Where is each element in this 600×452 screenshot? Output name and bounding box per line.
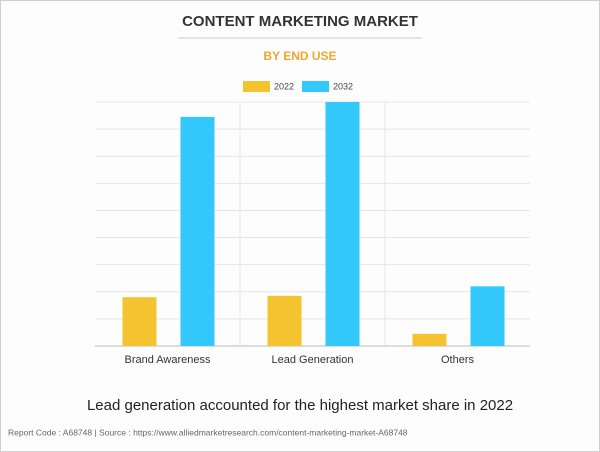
- footer: Report Code : A68748 | Source : https://…: [8, 427, 408, 437]
- bar: [470, 286, 505, 346]
- legend-swatch: [243, 81, 270, 92]
- bar: [180, 116, 215, 347]
- legend-label: 2022: [274, 81, 294, 91]
- chart-title: CONTENT MARKETING MARKET: [182, 13, 418, 30]
- legend-swatch: [302, 81, 329, 92]
- x-tick-label: Others: [441, 354, 475, 366]
- bar: [325, 102, 360, 346]
- x-tick-label: Brand Awareness: [124, 354, 211, 366]
- bar: [412, 333, 447, 346]
- bar: [267, 295, 302, 346]
- caption: Lead generation accounted for the highes…: [87, 397, 513, 414]
- bar: [122, 297, 157, 346]
- chart-subtitle: BY END USE: [263, 49, 336, 63]
- x-tick-label: Lead Generation: [272, 354, 354, 366]
- legend-label: 2032: [333, 81, 353, 91]
